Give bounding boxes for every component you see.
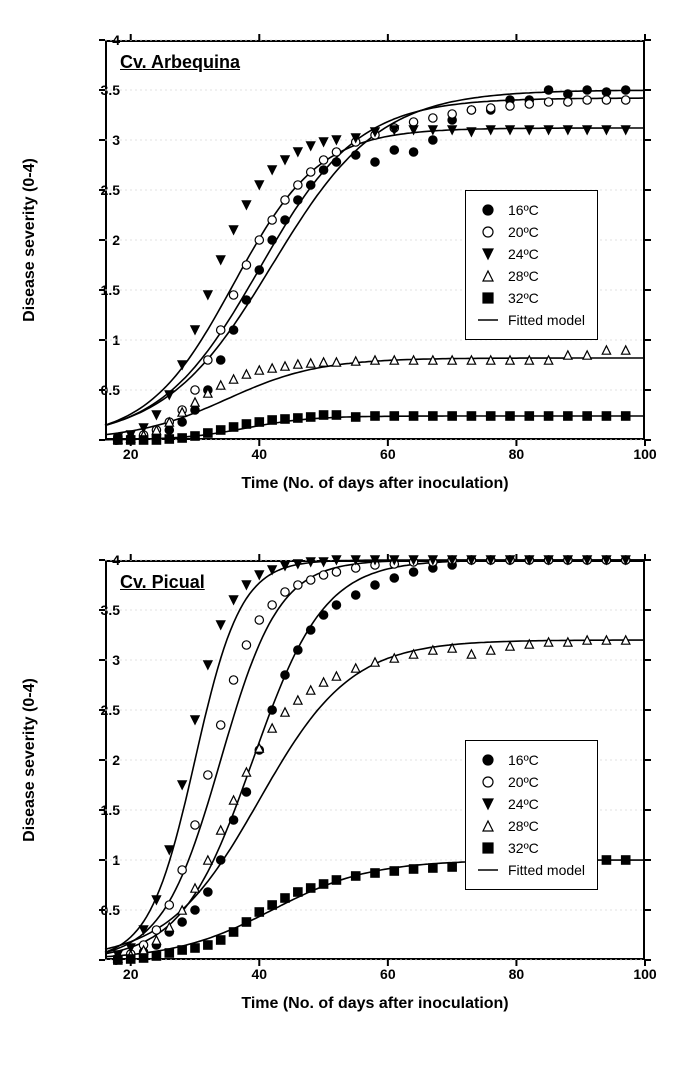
legend-label: 32ºC	[502, 840, 539, 856]
chart-panel: Cv. Arbequina Disease severity (0-4) Time …	[20, 20, 670, 520]
legend-item: 16ºC	[474, 749, 585, 771]
legend-item: Fitted model	[474, 309, 585, 331]
panel-title: Cv. Picual	[120, 572, 205, 593]
legend-item: 24ºC	[474, 243, 585, 265]
legend-item: 20ºC	[474, 221, 585, 243]
x-axis-label: Time (No. of days after inoculation)	[105, 995, 645, 1013]
x-tick-label: 40	[251, 446, 267, 462]
x-tick-label: 20	[123, 966, 139, 982]
x-tick-label: 100	[633, 446, 656, 462]
legend-label: 32ºC	[502, 290, 539, 306]
x-tick-label: 60	[380, 966, 396, 982]
y-axis-label: Disease severity (0-4)	[21, 560, 39, 960]
legend-item: 32ºC	[474, 287, 585, 309]
x-tick-label: 40	[251, 966, 267, 982]
chart-panel: Cv. Picual Disease severity (0-4) Time (No…	[20, 540, 670, 1040]
legend-item: 32ºC	[474, 837, 585, 859]
x-axis-label: Time (No. of days after inoculation)	[105, 475, 645, 493]
legend-item: 16ºC	[474, 199, 585, 221]
legend-label: 28ºC	[502, 818, 539, 834]
x-tick-label: 100	[633, 966, 656, 982]
legend: 16ºC 20ºC 24ºC 28ºC 32ºC Fitted model	[465, 740, 598, 890]
legend-label: 16ºC	[502, 202, 539, 218]
legend-item: 24ºC	[474, 793, 585, 815]
panel-title: Cv. Arbequina	[120, 52, 240, 73]
legend-label: 16ºC	[502, 752, 539, 768]
legend-label: 20ºC	[502, 774, 539, 790]
x-tick-label: 20	[123, 446, 139, 462]
x-tick-label: 80	[509, 446, 525, 462]
legend-item: 28ºC	[474, 815, 585, 837]
legend-item: 28ºC	[474, 265, 585, 287]
legend: 16ºC 20ºC 24ºC 28ºC 32ºC Fitted model	[465, 190, 598, 340]
x-tick-label: 80	[509, 966, 525, 982]
legend-label: 24ºC	[502, 246, 539, 262]
x-tick-label: 60	[380, 446, 396, 462]
legend-label: 20ºC	[502, 224, 539, 240]
legend-item: 20ºC	[474, 771, 585, 793]
legend-label: 28ºC	[502, 268, 539, 284]
legend-label: Fitted model	[502, 312, 585, 328]
y-axis-label: Disease severity (0-4)	[21, 40, 39, 440]
legend-label: 24ºC	[502, 796, 539, 812]
legend-item: Fitted model	[474, 859, 585, 881]
legend-label: Fitted model	[502, 862, 585, 878]
